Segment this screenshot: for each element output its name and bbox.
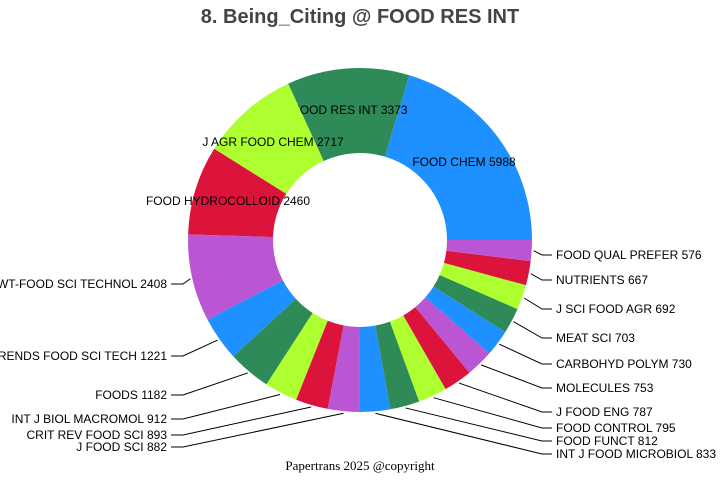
slice-int-j-biol-macromol[interactable]: [266, 313, 328, 400]
slice-label: J FOOD SCI 882: [76, 440, 167, 454]
leader-line: [530, 273, 552, 281]
leader-line: [171, 394, 281, 420]
slice-food-funct[interactable]: [375, 321, 420, 410]
slice-meat-sci[interactable]: [433, 274, 518, 332]
slice-crit-rev-food-sci[interactable]: [296, 320, 344, 409]
leader-line: [171, 406, 312, 436]
slice-label: J SCI FOOD AGR 692: [556, 302, 676, 316]
slice-label: FOOD HYDROCOLLOID 2460: [146, 194, 310, 208]
slice-j-food-eng[interactable]: [403, 307, 470, 390]
slice-food-res-int[interactable]: [288, 68, 410, 161]
slice-label: FOOD QUAL PREFER 576: [556, 248, 702, 262]
slice-label: LWT-FOOD SCI TECHNOL 2408: [0, 277, 167, 291]
slice-lwt-food-sci-technol[interactable]: [188, 234, 283, 320]
leader-line: [480, 364, 552, 389]
slice-label: J FOOD ENG 787: [556, 405, 653, 419]
slice-molecules[interactable]: [415, 297, 490, 373]
slice-label: NUTRIENTS 667: [556, 273, 648, 287]
leader-line: [513, 321, 552, 339]
slice-food-qual-prefer[interactable]: [446, 240, 532, 262]
slice-label: FOOD FUNCT 812: [556, 434, 658, 448]
leader-line: [533, 250, 552, 256]
slice-int-j-food-microbiol[interactable]: [359, 325, 391, 412]
slice-food-hydrocolloid[interactable]: [188, 148, 287, 238]
slice-label: FOOD CHEM 5988: [412, 155, 516, 169]
chart-title: 8. Being_Citing @ FOOD RES INT: [200, 6, 520, 28]
copyright-footer: Papertrans 2025 @copyright: [285, 458, 435, 473]
slice-label: INT J BIOL MACROMOL 912: [11, 412, 167, 426]
slice-label: TRENDS FOOD SCI TECH 1221: [0, 349, 167, 363]
leader-line: [375, 412, 552, 455]
leader-line: [499, 343, 552, 365]
slice-food-control[interactable]: [389, 315, 446, 402]
slice-j-sci-food-agr[interactable]: [439, 262, 526, 310]
slice-nutrients[interactable]: [443, 250, 531, 286]
leader-line: [171, 372, 248, 396]
leader-line: [171, 412, 344, 448]
slice-j-food-sci[interactable]: [327, 325, 360, 412]
slice-carbohyd-polym[interactable]: [425, 286, 506, 354]
leader-line: [171, 278, 191, 285]
slice-trends-food-sci-tech[interactable]: [207, 280, 296, 357]
leader-line: [433, 397, 552, 429]
slice-label: MOLECULES 753: [556, 381, 654, 395]
slice-label: FOOD CONTROL 795: [556, 421, 676, 435]
slice-label: J AGR FOOD CHEM 2717: [202, 135, 344, 149]
leader-line: [458, 382, 552, 413]
slice-label: CARBOHYD POLYM 730: [556, 357, 692, 371]
slice-label: MEAT SCI 703: [556, 331, 635, 345]
leader-line: [523, 297, 552, 310]
slice-foods[interactable]: [233, 298, 313, 385]
slice-food-chem[interactable]: [384, 75, 532, 240]
slice-label: INT J FOOD MICROBIOL 833: [556, 447, 716, 461]
slice-j-agr-food-chem[interactable]: [214, 83, 324, 194]
slice-label: FOODS 1182: [95, 388, 167, 402]
leader-line: [405, 407, 552, 442]
slice-label: CRIT REV FOOD SCI 893: [27, 428, 168, 442]
leader-line: [171, 339, 218, 357]
slice-label: FOOD RES INT 3373: [292, 103, 407, 117]
